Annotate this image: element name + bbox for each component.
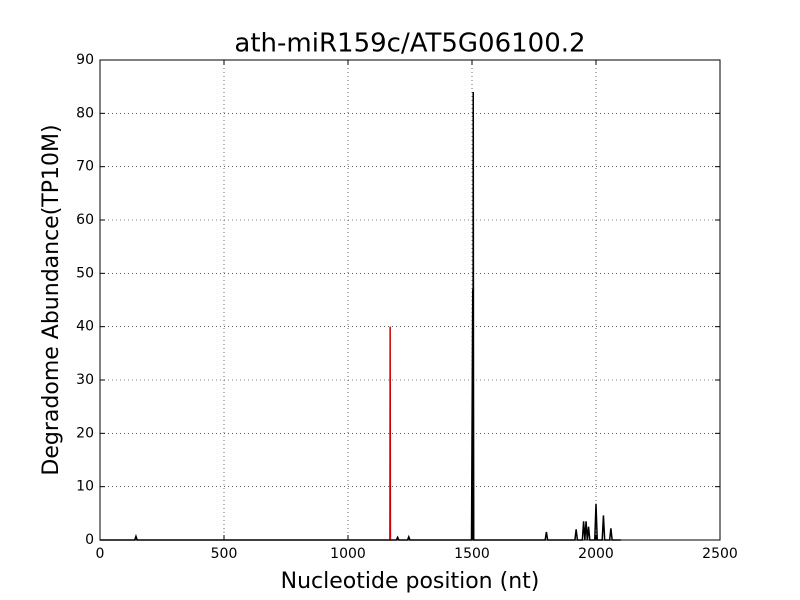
y-axis-label: Degradome Abundance(TP10M) [39, 124, 64, 475]
y-tick-label: 90 [76, 52, 94, 68]
data-line [100, 91, 621, 541]
y-tick-label: 70 [76, 159, 94, 175]
x-tick-label: 1500 [454, 546, 490, 562]
plot-frame [99, 59, 721, 541]
y-tick-label: 80 [76, 105, 94, 121]
y-tick-label: 50 [76, 265, 94, 281]
y-tick-label: 30 [76, 372, 94, 388]
y-tick-label: 0 [85, 532, 94, 548]
x-tick-label: 2500 [702, 546, 738, 562]
y-tick-label: 20 [76, 425, 94, 441]
y-tick-label: 60 [76, 212, 94, 228]
x-tick-label: 1000 [330, 546, 366, 562]
x-axis-label: Nucleotide position (nt) [281, 569, 540, 594]
x-tick-label: 2000 [578, 546, 614, 562]
x-tick-label: 500 [211, 546, 238, 562]
chart-title: ath-miR159c/AT5G06100.2 [234, 29, 585, 59]
y-tick-label: 40 [76, 319, 94, 335]
x-tick-label: 0 [96, 546, 105, 562]
y-tick-label: 10 [76, 479, 94, 495]
